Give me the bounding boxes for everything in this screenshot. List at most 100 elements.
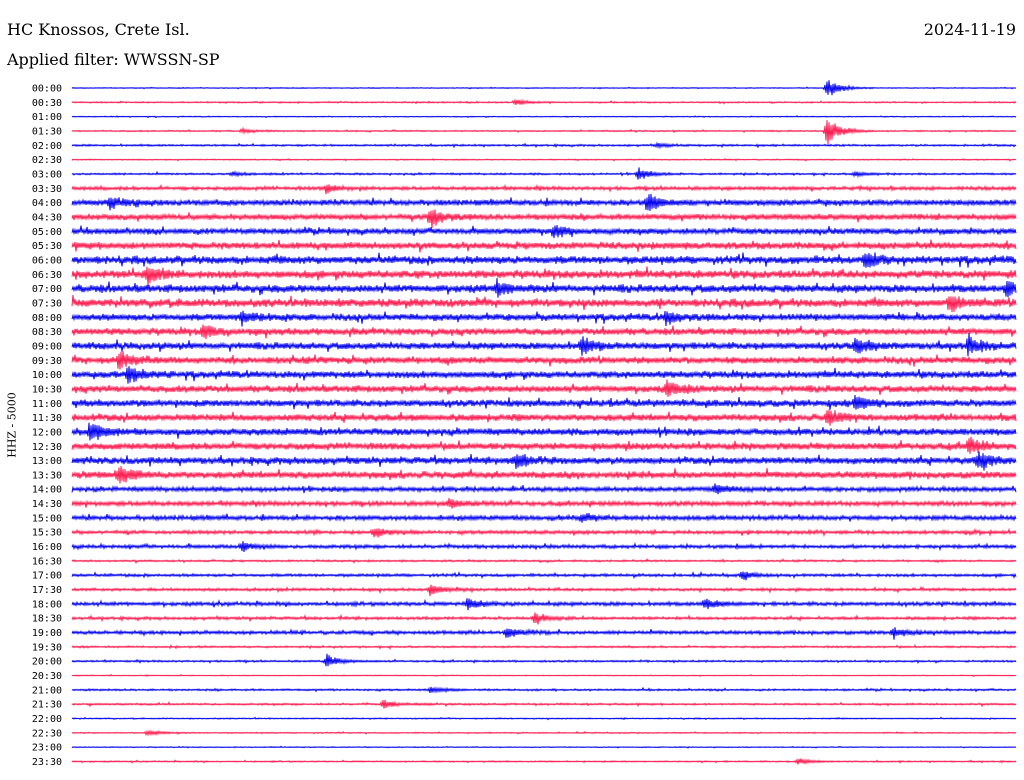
trace-line <box>71 451 1017 471</box>
trace-line <box>71 512 1017 523</box>
trace-line <box>71 252 1017 268</box>
trace-line <box>71 294 1017 313</box>
row-label: 00:00 <box>32 84 62 95</box>
trace-line <box>71 627 1017 640</box>
trace-line <box>71 141 1017 150</box>
trace-line <box>71 598 1017 611</box>
trace-line <box>71 644 1017 650</box>
row-label: 06:00 <box>32 255 62 266</box>
row-label: 01:30 <box>32 126 62 137</box>
row-label: 11:30 <box>32 413 62 424</box>
row-label: 07:00 <box>32 284 62 295</box>
trace-line <box>71 120 1017 145</box>
trace-line <box>71 686 1017 694</box>
row-label: 03:30 <box>32 184 62 195</box>
trace-line <box>71 379 1017 397</box>
row-label: 17:00 <box>32 571 62 582</box>
row-label: 18:00 <box>32 599 62 610</box>
row-label: 23:30 <box>32 757 62 768</box>
row-label: 02:30 <box>32 155 62 166</box>
row-label: 11:00 <box>32 399 62 410</box>
row-label: 02:00 <box>32 141 62 152</box>
row-label: 14:00 <box>32 485 62 496</box>
trace-line <box>71 541 1017 552</box>
row-label: 10:30 <box>32 384 62 395</box>
trace-line <box>71 310 1017 327</box>
row-label: 19:30 <box>32 642 62 653</box>
trace-line <box>71 167 1017 180</box>
row-label: 15:00 <box>32 513 62 524</box>
row-label: 22:30 <box>32 728 62 739</box>
trace-line <box>71 366 1017 384</box>
trace-line <box>71 351 1017 370</box>
row-label: 09:00 <box>32 341 62 352</box>
trace-line <box>71 332 1017 357</box>
trace-line <box>71 673 1017 678</box>
trace-line <box>71 729 1017 737</box>
trace-line <box>71 394 1017 410</box>
row-label: 13:30 <box>32 470 62 481</box>
trace-line <box>71 278 1017 298</box>
trace-line <box>71 422 1017 441</box>
trace-line <box>71 745 1017 749</box>
trace-line <box>71 183 1017 195</box>
trace-line <box>71 498 1017 509</box>
trace-line <box>71 409 1017 426</box>
row-label: 04:30 <box>32 212 62 223</box>
trace-line <box>71 612 1017 625</box>
row-label: 19:00 <box>32 628 62 639</box>
row-label: 09:30 <box>32 356 62 367</box>
trace-line <box>71 239 1017 253</box>
trace-line <box>71 558 1017 564</box>
station-title: HC Knossos, Crete Isl. <box>7 20 190 39</box>
row-label: 07:30 <box>32 298 62 309</box>
trace-line <box>71 466 1017 484</box>
filter-label: Applied filter: WWSSN-SP <box>7 50 220 69</box>
row-label: 06:30 <box>32 270 62 281</box>
trace-line <box>71 193 1017 212</box>
row-label: 05:30 <box>32 241 62 252</box>
row-label: 16:00 <box>32 542 62 553</box>
trace-line <box>71 266 1017 286</box>
row-label: 03:00 <box>32 169 62 180</box>
trace-line <box>71 570 1017 581</box>
row-label: 05:00 <box>32 227 62 238</box>
trace-line <box>71 80 1017 96</box>
row-label: 18:30 <box>32 614 62 625</box>
row-label: 16:30 <box>32 556 62 567</box>
row-label: 14:30 <box>32 499 62 510</box>
row-label: 12:00 <box>32 427 62 438</box>
row-label: 22:00 <box>32 714 62 725</box>
row-label: 08:30 <box>32 327 62 338</box>
row-label: 21:00 <box>32 685 62 696</box>
trace-line <box>71 716 1017 721</box>
trace-line <box>71 209 1017 229</box>
trace-line <box>71 114 1017 119</box>
row-label: 04:00 <box>32 198 62 209</box>
row-label: 00:30 <box>32 98 62 109</box>
row-label: 21:30 <box>32 700 62 711</box>
trace-line <box>71 324 1017 340</box>
trace-line <box>71 483 1017 495</box>
row-label: 13:00 <box>32 456 62 467</box>
trace-line <box>71 653 1017 667</box>
row-label: 17:30 <box>32 585 62 596</box>
row-label: 08:00 <box>32 313 62 324</box>
row-label: 12:30 <box>32 442 62 453</box>
trace-line <box>71 98 1017 106</box>
trace-line <box>71 699 1017 709</box>
recording-date: 2024-11-19 <box>923 20 1016 39</box>
row-label: 20:00 <box>32 657 62 668</box>
trace-line <box>71 527 1017 538</box>
row-label: 23:00 <box>32 743 62 754</box>
trace-line <box>71 225 1017 239</box>
row-label: 15:30 <box>32 528 62 539</box>
trace-line <box>71 157 1017 162</box>
row-label: 10:00 <box>32 370 62 381</box>
trace-line <box>71 757 1017 765</box>
row-label: 20:30 <box>32 671 62 682</box>
trace-line <box>71 584 1017 597</box>
trace-line <box>71 436 1017 454</box>
row-label: 01:00 <box>32 112 62 123</box>
